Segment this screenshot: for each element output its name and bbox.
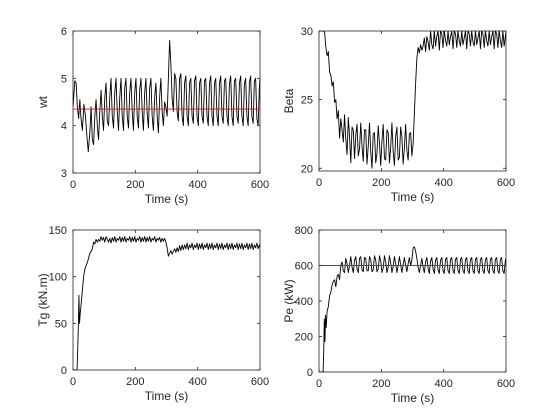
y-tick-label: 30 bbox=[301, 26, 313, 38]
beta-panel: 0 200 400 600 20 25 30 Time (s) Beta bbox=[282, 26, 515, 204]
x-tick-label: 200 bbox=[372, 177, 390, 189]
wt-panel: 0 200 400 600 3 4 5 6 Time (s) wt bbox=[36, 26, 269, 206]
y-axis-label: Tg (kN.m) bbox=[36, 273, 50, 326]
series-line bbox=[73, 236, 260, 370]
x-tick-label: 400 bbox=[434, 378, 452, 390]
x-tick-label: 600 bbox=[497, 177, 515, 189]
x-tick-label: 600 bbox=[251, 179, 269, 191]
series-line bbox=[319, 246, 506, 372]
x-tick-label: 600 bbox=[497, 378, 515, 390]
pe-panel: 0 200 400 600 0 200 400 600 800 Time (s) Pe (kW) bbox=[282, 225, 515, 405]
x-tick-label: 200 bbox=[126, 179, 144, 191]
x-tick-label: 0 bbox=[316, 378, 322, 390]
x-axis-label: Time (s) bbox=[391, 391, 435, 405]
x-tick-label: 400 bbox=[188, 179, 206, 191]
y-axis-label: wt bbox=[36, 95, 50, 109]
y-tick-label: 6 bbox=[61, 26, 67, 38]
y-tick-label: 150 bbox=[49, 225, 67, 237]
y-tick-label: 5 bbox=[61, 73, 67, 85]
y-axis-label: Beta bbox=[282, 88, 296, 113]
y-tick-label: 50 bbox=[55, 318, 67, 330]
y-tick-label: 3 bbox=[61, 168, 67, 180]
tg-panel: 0 200 400 600 0 50 100 150 Time (s) Tg (kN.m) bbox=[36, 225, 269, 403]
x-tick-label: 200 bbox=[372, 378, 390, 390]
x-tick-label: 600 bbox=[251, 376, 269, 388]
y-tick-label: 4 bbox=[61, 121, 67, 133]
x-tick-label: 0 bbox=[70, 179, 76, 191]
y-tick-label: 100 bbox=[49, 272, 67, 284]
plot-area bbox=[72, 229, 261, 371]
x-tick-label: 200 bbox=[126, 376, 144, 388]
x-tick-label: 400 bbox=[188, 376, 206, 388]
y-tick-label: 0 bbox=[307, 367, 313, 379]
x-tick-label: 400 bbox=[434, 177, 452, 189]
y-tick-label: 600 bbox=[295, 261, 313, 273]
x-tick-label: 0 bbox=[316, 177, 322, 189]
y-tick-label: 0 bbox=[61, 365, 67, 377]
y-tick-label: 20 bbox=[301, 163, 313, 175]
y-tick-label: 25 bbox=[301, 95, 313, 107]
series-line bbox=[73, 40, 260, 153]
x-tick-label: 0 bbox=[70, 376, 76, 388]
y-tick-label: 400 bbox=[295, 296, 313, 308]
x-axis-label: Time (s) bbox=[391, 190, 435, 204]
series-line bbox=[319, 31, 506, 169]
x-axis-label: Time (s) bbox=[145, 192, 189, 206]
y-axis-label: Pe (kW) bbox=[282, 279, 296, 322]
y-tick-label: 800 bbox=[295, 225, 313, 237]
y-tick-label: 200 bbox=[295, 332, 313, 344]
x-axis-label: Time (s) bbox=[145, 389, 189, 403]
